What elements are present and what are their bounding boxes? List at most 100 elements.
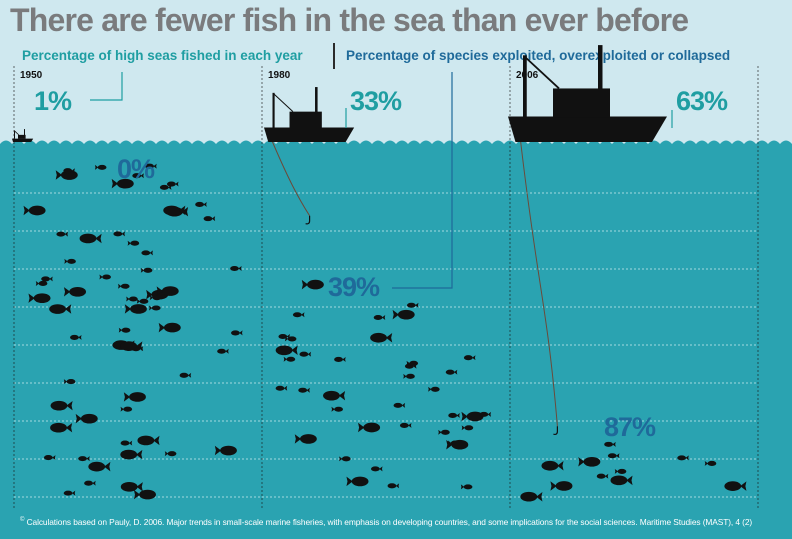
fish-icon bbox=[284, 336, 297, 342]
fish-icon bbox=[358, 422, 381, 433]
fish-icon bbox=[339, 456, 351, 462]
fish-icon bbox=[323, 390, 346, 401]
boat-hull bbox=[264, 127, 355, 142]
fish-icon bbox=[331, 406, 343, 412]
fish-icon bbox=[120, 341, 143, 351]
legend-high-seas: Percentage of high seas fished in each y… bbox=[22, 48, 303, 63]
fish-icon bbox=[610, 475, 633, 486]
fish-icon bbox=[141, 250, 153, 256]
fish-icon bbox=[301, 279, 324, 290]
boat-rigging bbox=[14, 130, 20, 136]
hook-icon bbox=[553, 426, 558, 436]
fish-school bbox=[23, 163, 747, 502]
high-seas-label-1980: 33% bbox=[350, 86, 402, 116]
fish-icon bbox=[158, 322, 181, 333]
footnote-marker: © bbox=[20, 517, 25, 524]
fish-icon bbox=[63, 168, 75, 174]
boat-mast bbox=[24, 129, 25, 136]
fish-icon bbox=[43, 455, 56, 461]
fish-icon bbox=[41, 276, 53, 282]
boat-1980 bbox=[264, 87, 355, 142]
chart-title: There are fewer fish in the sea than eve… bbox=[10, 2, 689, 38]
year-label-1980: 1980 bbox=[268, 70, 291, 81]
fish-icon bbox=[541, 460, 564, 471]
fish-icon bbox=[124, 304, 147, 314]
fishing-lines bbox=[269, 135, 558, 436]
fish-icon bbox=[445, 369, 458, 375]
year-label-2006: 2006 bbox=[516, 70, 539, 81]
boat-1950 bbox=[12, 129, 34, 142]
fish-icon bbox=[387, 483, 400, 489]
fish-icon bbox=[75, 413, 98, 424]
fish-icon bbox=[217, 348, 229, 354]
sea-water bbox=[0, 140, 792, 539]
fish-icon bbox=[159, 184, 172, 190]
fishing-line-2006 bbox=[519, 135, 558, 427]
fish-icon bbox=[120, 406, 133, 412]
fish-icon bbox=[299, 351, 312, 357]
fish-icon bbox=[166, 181, 179, 187]
fish-icon bbox=[136, 298, 149, 304]
leader-species bbox=[392, 72, 453, 289]
fish-icon bbox=[126, 296, 138, 302]
fish-icon bbox=[35, 280, 48, 286]
fish-icon bbox=[373, 314, 386, 321]
fish-icon bbox=[179, 372, 192, 378]
fish-icon bbox=[118, 327, 131, 333]
fish-icon bbox=[78, 456, 90, 462]
fish-icon bbox=[137, 435, 160, 446]
fish-icon bbox=[70, 334, 82, 340]
fish-icon bbox=[84, 480, 96, 486]
fish-icon bbox=[479, 411, 492, 417]
fish-icon bbox=[275, 385, 288, 391]
footnote-text: Calculations based on Pauly, D. 2006. Ma… bbox=[26, 517, 753, 527]
fish-icon bbox=[231, 330, 243, 336]
year-label-1950: 1950 bbox=[20, 70, 43, 81]
fish-icon bbox=[113, 231, 125, 237]
boat-mast bbox=[272, 92, 275, 128]
footnote: © Calculations based on Pauly, D. 2006. … bbox=[20, 517, 790, 527]
boat-cabin bbox=[18, 134, 26, 139]
fish-icon bbox=[120, 481, 143, 492]
fish-icon bbox=[120, 440, 133, 446]
fish-icon bbox=[120, 449, 143, 460]
boat-rigging bbox=[525, 57, 560, 90]
fish-icon bbox=[111, 178, 134, 189]
species-label-2006: 87% bbox=[604, 412, 656, 442]
fish-icon bbox=[118, 283, 130, 289]
fish-icon bbox=[604, 441, 616, 447]
fish-icon bbox=[149, 305, 161, 311]
fish-icon bbox=[704, 460, 717, 466]
boat-cabin bbox=[553, 88, 610, 118]
fish-icon bbox=[346, 476, 369, 487]
fish-icon bbox=[448, 412, 460, 418]
fish-icon bbox=[724, 481, 747, 491]
fish-icon bbox=[446, 439, 469, 450]
fish-icon bbox=[123, 392, 146, 402]
fish-icon bbox=[230, 265, 242, 272]
fish-icon bbox=[460, 484, 473, 490]
fish-icon bbox=[88, 461, 111, 472]
fish-icon bbox=[50, 400, 73, 411]
fish-icon bbox=[49, 304, 72, 314]
fish-icon bbox=[550, 481, 573, 491]
fish-icon bbox=[463, 355, 476, 361]
fish-icon bbox=[399, 422, 412, 428]
boats bbox=[12, 45, 667, 142]
fish-icon bbox=[596, 473, 609, 479]
species-label-1950: 0% bbox=[117, 154, 155, 184]
fish-icon bbox=[392, 309, 415, 320]
fish-icon bbox=[156, 286, 179, 296]
sea bbox=[0, 140, 792, 539]
high-seas-label-1950: 1% bbox=[34, 86, 72, 116]
boat-mast bbox=[315, 87, 318, 114]
boat-mast bbox=[523, 55, 527, 117]
fishing-line-1980 bbox=[269, 135, 311, 216]
fish-icon bbox=[607, 453, 620, 459]
fish-icon bbox=[99, 274, 111, 280]
fish-icon bbox=[614, 468, 627, 474]
fish-icon bbox=[370, 466, 383, 472]
species-label-1980: 39% bbox=[328, 272, 380, 302]
